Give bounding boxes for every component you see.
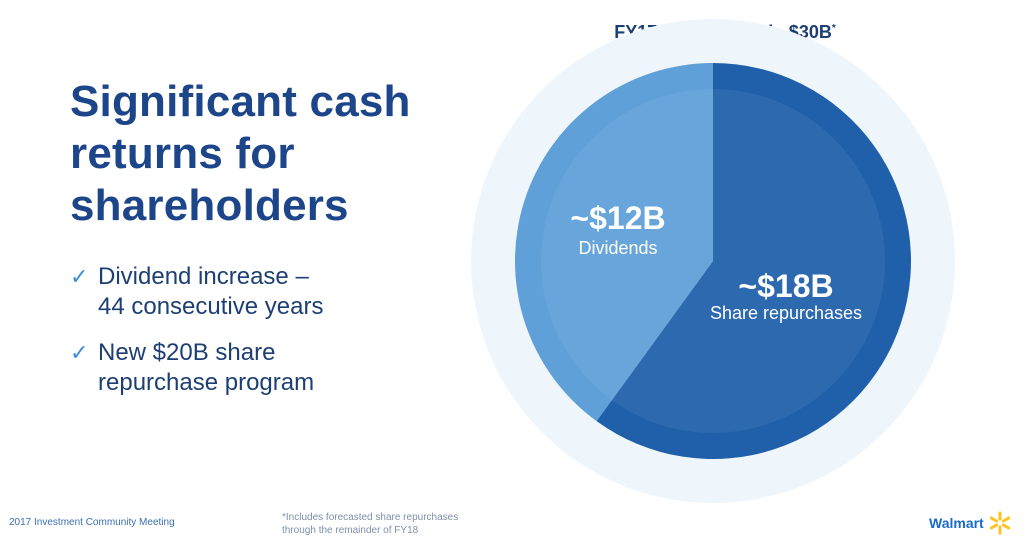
spark-icon — [989, 511, 1010, 535]
spark-ray — [1001, 516, 1010, 523]
bullet-line: New $20B share — [98, 339, 276, 366]
title-line: shareholders — [70, 181, 349, 230]
page-title: Significant cash returns for shareholder… — [70, 76, 470, 232]
bullet-line: 44 consecutive years — [98, 293, 324, 320]
logo-text: Walmart — [929, 515, 984, 531]
checkmark-icon: ✓ — [70, 264, 89, 289]
bullet-list: ✓ Dividend increase – 44 consecutive yea… — [70, 262, 430, 414]
footer-event-name: 2017 Investment Community Meeting — [9, 517, 175, 528]
walmart-logo: Walmart — [929, 511, 1012, 535]
bullet-line: Dividend increase – — [98, 263, 309, 290]
checkmark-icon: ✓ — [70, 340, 89, 365]
bullet-line: repurchase program — [98, 369, 315, 396]
spark-ray — [989, 523, 998, 530]
bullet-text: Dividend increase – 44 consecutive years — [98, 262, 430, 322]
pie-slice-share-repurchases — [596, 63, 912, 459]
footnote-line: *Includes forecasted share repurchases — [282, 512, 459, 523]
pie-slice-dividends — [515, 63, 713, 422]
slice-value-label: ~$12B — [570, 200, 665, 236]
spark-ray — [1001, 523, 1010, 530]
slice-value-label: ~$18B — [738, 268, 833, 304]
title-line: Significant cash — [70, 77, 411, 126]
chart-title-marker: * — [831, 23, 836, 34]
bullet-item: ✓ New $20B share repurchase program — [70, 338, 430, 398]
footnote-line: through the remainder of FY18 — [282, 525, 419, 536]
pie-inner-glow — [541, 89, 885, 433]
bullet-item: ✓ Dividend increase – 44 consecutive yea… — [70, 262, 430, 322]
title-line: returns for — [70, 129, 295, 178]
slice-name-label: Share repurchases — [710, 303, 862, 323]
slice-name-label: Dividends — [578, 238, 657, 258]
footnote: *Includes forecasted share repurchases t… — [282, 511, 542, 537]
spark-ray — [989, 516, 998, 523]
bullet-text: New $20B share repurchase program — [98, 338, 430, 398]
